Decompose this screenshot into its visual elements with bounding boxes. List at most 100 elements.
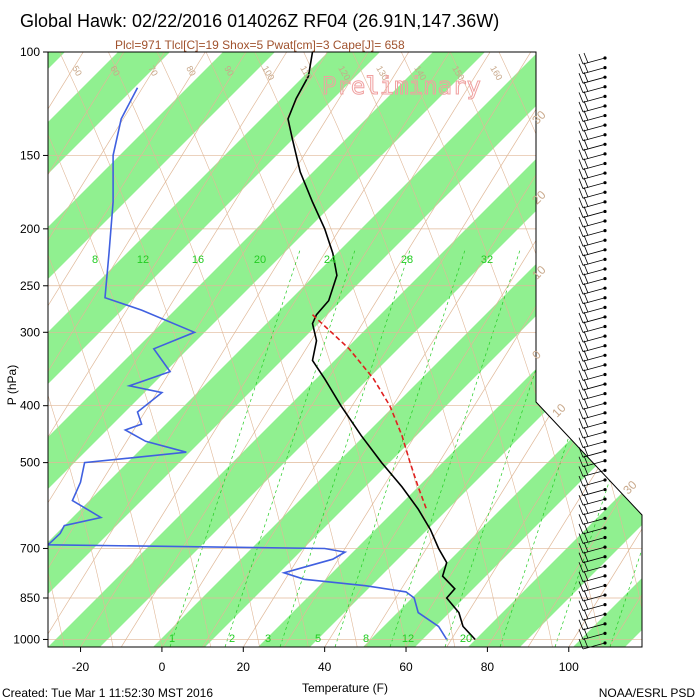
wind-barb-flag bbox=[583, 52, 589, 64]
wind-barb-shaft bbox=[582, 316, 606, 324]
wind-barb-dot bbox=[603, 535, 607, 540]
wind-barb bbox=[578, 599, 607, 612]
wind-barb bbox=[578, 503, 607, 516]
wind-barb-flag bbox=[583, 628, 589, 639]
y-axis-label: P (hPa) bbox=[5, 365, 19, 405]
wind-barb-flag bbox=[583, 609, 589, 620]
wind-barb-dot bbox=[603, 440, 607, 444]
wind-barb-dot bbox=[603, 257, 607, 261]
wind-barb-shaft bbox=[582, 278, 606, 285]
wind-barb bbox=[578, 119, 607, 132]
dry-adiabat-bands bbox=[48, 0, 700, 647]
wind-barb bbox=[578, 436, 607, 448]
wind-barb-flag bbox=[578, 226, 584, 237]
wind-barb-dot bbox=[603, 507, 607, 511]
band-stripe bbox=[48, 52, 275, 279]
wind-barb-flag bbox=[578, 552, 584, 563]
wind-barb-flag bbox=[578, 619, 584, 630]
wind-barb-shaft bbox=[582, 230, 606, 238]
wind-barb-flag bbox=[578, 322, 584, 333]
wind-barb bbox=[578, 417, 607, 429]
wind-barb-flag bbox=[583, 330, 589, 342]
wind-barb-flag bbox=[578, 629, 584, 640]
band-stripe bbox=[678, 0, 700, 647]
isotherm-line bbox=[48, 52, 328, 504]
chart-subtitle: Plcl=971 Tlcl[C]=19 Shox=5 Pwat[cm]=3 Ca… bbox=[115, 38, 405, 52]
y-tick-label: 150 bbox=[20, 148, 40, 162]
mixing-ratio-labels: 8 12 16 20 24 28 321 2 3 5 8 12 20 bbox=[92, 254, 493, 645]
y-axis-ticks: 100 150 200 250 300 400 500 700 850 1000 bbox=[13, 45, 48, 646]
isotherm-line bbox=[48, 52, 125, 176]
x-tick-label: -20 bbox=[72, 660, 90, 674]
wind-barb-flag bbox=[583, 570, 589, 582]
wind-barb bbox=[578, 330, 607, 343]
wind-barb bbox=[578, 398, 607, 410]
wind-barb-shaft bbox=[582, 354, 606, 362]
wind-barb-flag bbox=[578, 293, 584, 304]
wind-barb-flag bbox=[583, 244, 589, 255]
wind-barb-shaft bbox=[582, 163, 606, 170]
y-tick-label: 700 bbox=[20, 541, 40, 555]
wind-barb-dot bbox=[603, 603, 607, 607]
mixing-ratio-bottom-label: 3 bbox=[265, 633, 271, 645]
wind-barb-shaft bbox=[582, 383, 606, 391]
wind-barb-flag bbox=[583, 474, 589, 486]
wind-barb bbox=[578, 283, 607, 295]
wind-barb-flag bbox=[583, 187, 589, 198]
wind-barb-dot bbox=[603, 344, 607, 348]
mixing-ratio-line bbox=[169, 249, 301, 647]
wind-barb-dot bbox=[603, 248, 607, 252]
wind-barb-shaft bbox=[582, 517, 606, 525]
wind-barb-flag bbox=[583, 72, 589, 83]
wind-barb-dot bbox=[603, 200, 607, 204]
wind-barb-shaft bbox=[582, 67, 606, 74]
chart-title: Global Hawk: 02/22/2016 014026Z RF04 (26… bbox=[20, 11, 499, 31]
isotherm-label: 80 bbox=[184, 64, 198, 78]
wind-barb bbox=[578, 522, 607, 535]
wind-barb-shaft bbox=[582, 326, 606, 333]
wind-barb-flag bbox=[583, 167, 589, 179]
wind-barb bbox=[578, 340, 607, 353]
wind-barb bbox=[578, 263, 607, 276]
wind-barb-shaft bbox=[582, 633, 606, 640]
mixing-ratio-line bbox=[334, 249, 466, 647]
wind-barb bbox=[578, 52, 607, 65]
dewpoint-line bbox=[48, 87, 448, 640]
y-tick-label: 400 bbox=[20, 399, 40, 413]
wind-barb-shaft bbox=[582, 143, 606, 151]
wind-barb bbox=[578, 618, 607, 631]
wind-barb-flag bbox=[583, 637, 589, 649]
wind-barb-dot bbox=[603, 622, 607, 626]
wind-barb-flag bbox=[583, 158, 589, 169]
wind-barb-flag bbox=[578, 73, 584, 84]
wind-barb bbox=[578, 158, 607, 170]
wind-barb-shaft bbox=[582, 364, 606, 372]
band-stripe bbox=[48, 52, 170, 174]
wind-barb-shaft bbox=[582, 441, 606, 448]
isotherm-line bbox=[48, 52, 369, 569]
wind-barb-flag bbox=[583, 206, 589, 217]
wind-barb-shaft bbox=[582, 211, 606, 218]
wind-barb-shaft bbox=[582, 604, 606, 612]
wind-barb-shaft bbox=[582, 201, 606, 209]
isotherm-line bbox=[568, 528, 642, 647]
wind-barb-flag bbox=[583, 196, 589, 208]
wind-barb bbox=[578, 589, 607, 602]
isotherm-line bbox=[650, 52, 700, 647]
watermark: Preliminary bbox=[322, 72, 481, 100]
wind-barb-dot bbox=[603, 593, 607, 597]
wind-barb-flag bbox=[583, 369, 589, 380]
wind-barb-shaft bbox=[582, 613, 606, 621]
wind-barb-flag bbox=[578, 255, 584, 266]
isotherm-label: 60 bbox=[108, 64, 122, 78]
wind-barb-dot bbox=[603, 238, 607, 242]
wind-barb-dot bbox=[603, 324, 607, 329]
wind-barb-shaft bbox=[582, 556, 606, 564]
isotherm-label: 160 bbox=[488, 64, 504, 82]
wind-barb-flag bbox=[583, 321, 589, 332]
wind-barb-flag bbox=[583, 513, 589, 524]
wind-barb bbox=[578, 62, 607, 74]
wind-barb bbox=[578, 215, 607, 228]
wind-barb-flag bbox=[583, 417, 589, 428]
wind-barb-flag bbox=[583, 378, 589, 390]
